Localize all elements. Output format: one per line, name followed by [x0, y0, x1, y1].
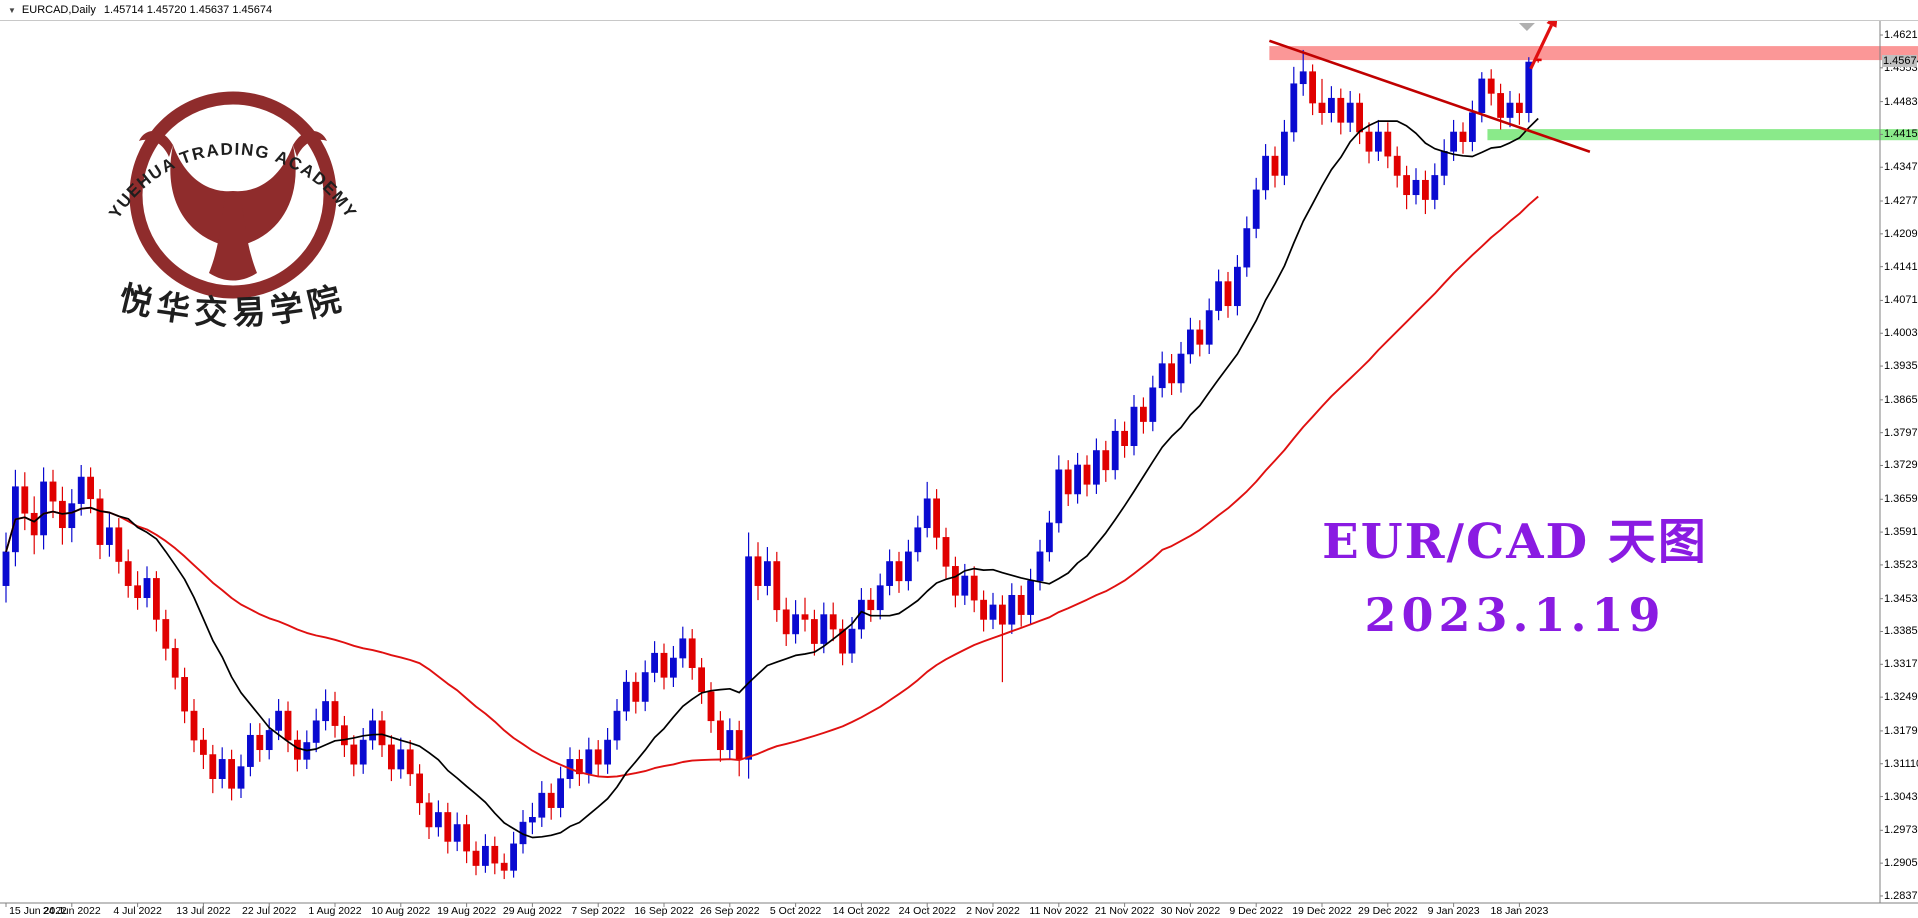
time-axis-label: 5 Oct 2022	[769, 905, 822, 917]
price-axis-label: 1.44830	[1884, 95, 1918, 108]
price-axis-label: 1.31790	[1884, 724, 1918, 737]
time-axis-label: 4 Jul 2022	[113, 905, 162, 917]
time-axis-label: 22 Jul 2022	[242, 905, 297, 917]
time-axis-label: 24 Jun 2022	[42, 905, 101, 917]
chart-ohlc-readout: 1.45714 1.45720 1.45637 1.45674	[103, 4, 273, 16]
price-axis-label: 1.43470	[1884, 161, 1918, 174]
price-axis-label: 1.39350	[1884, 360, 1918, 373]
price-axis-label: 1.37290	[1884, 459, 1918, 472]
price-axis-label: 1.38650	[1884, 393, 1918, 406]
symbol-dropdown-icon[interactable]: ▼	[8, 5, 16, 15]
price-axis-label: 1.32490	[1884, 691, 1918, 704]
price-axis-label: 1.44150	[1884, 128, 1918, 141]
price-axis-label: 1.33850	[1884, 625, 1918, 638]
time-axis-label: 2 Nov 2022	[966, 905, 1020, 917]
time-axis-label: 15 Jun 2022	[9, 905, 67, 917]
price-axis-label: 1.31110	[1884, 757, 1918, 770]
chart-shift-marker-icon[interactable]	[1518, 23, 1535, 31]
price-axis-label: 1.40030	[1884, 327, 1918, 340]
price-axis-label: 1.42090	[1884, 227, 1918, 240]
annotation-date-line: 2023.1.19	[1364, 588, 1666, 642]
time-axis-label: 18 Jan 2023	[1490, 905, 1549, 917]
descending-trendline[interactable]	[1268, 39, 1591, 154]
candles	[2, 49, 1542, 880]
price-axis-label: 1.35230	[1884, 558, 1918, 571]
price-axis-label: 1.34530	[1884, 592, 1918, 605]
current-price-tag: 1.45674	[1882, 54, 1918, 67]
time-axis-label: 9 Jan 2023	[1427, 905, 1480, 917]
time-axis-label: 29 Dec 2022	[1358, 905, 1418, 917]
price-axis-label: 1.28370	[1884, 889, 1918, 902]
price-axis-label: 1.42770	[1884, 195, 1918, 207]
annotation-symbol-line: EUR/CAD 天图	[1322, 514, 1708, 570]
price-axis-label: 1.29050	[1884, 857, 1918, 870]
chart-symbol-period: EURCAD,Daily	[21, 4, 96, 16]
time-axis-label: 1 Aug 2022	[308, 905, 362, 917]
time-axis-label: 30 Nov 2022	[1160, 905, 1221, 917]
fast-ma-line	[5, 117, 1539, 839]
slow-ma-line	[5, 195, 1539, 778]
price-axis-label: 1.35910	[1884, 526, 1918, 539]
chart-titlebar: ▼ EURCAD,Daily 1.45714 1.45720 1.45637 1…	[0, 0, 1918, 21]
price-axis-label: 1.36590	[1884, 493, 1918, 506]
time-axis-label: 14 Oct 2022	[832, 905, 890, 917]
time-axis-label: 19 Dec 2022	[1292, 905, 1352, 917]
price-axis-label: 1.41410	[1884, 260, 1918, 273]
time-axis-label: 10 Aug 2022	[371, 905, 431, 917]
brand-logo: YUEHUA TRADING ACADEMY 悦华交易学院	[88, 34, 378, 359]
breakout-arrow[interactable]	[1529, 24, 1553, 70]
time-axis-label: 26 Sep 2022	[700, 905, 760, 917]
logo-emblem	[129, 91, 337, 299]
time-axis-label: 11 Nov 2022	[1029, 905, 1089, 917]
support-zone[interactable]	[1487, 129, 1918, 141]
time-axis-label: 29 Aug 2022	[502, 905, 562, 917]
time-axis-label: 7 Sep 2022	[571, 905, 626, 917]
price-axis-label: 1.29730	[1884, 824, 1918, 837]
chart-annotation: EUR/CAD 天图 2023.1.19	[1280, 502, 1750, 642]
price-axis-label: 1.33170	[1884, 658, 1918, 671]
time-axis-label: 9 Dec 2022	[1229, 905, 1284, 917]
price-axis-label: 1.46210	[1884, 29, 1918, 41]
resistance-zone[interactable]	[1269, 46, 1918, 61]
price-axis-label: 1.37970	[1884, 426, 1918, 439]
time-axis-label: 16 Sep 2022	[634, 905, 694, 917]
time-axis-label: 13 Jul 2022	[176, 905, 231, 917]
price-axis-label: 1.40710	[1884, 294, 1918, 307]
price-axis-label: 1.30430	[1884, 790, 1918, 803]
time-axis-label: 21 Nov 2022	[1094, 905, 1155, 917]
time-axis-label: 24 Oct 2022	[898, 905, 956, 917]
time-axis-label: 19 Aug 2022	[437, 905, 497, 917]
